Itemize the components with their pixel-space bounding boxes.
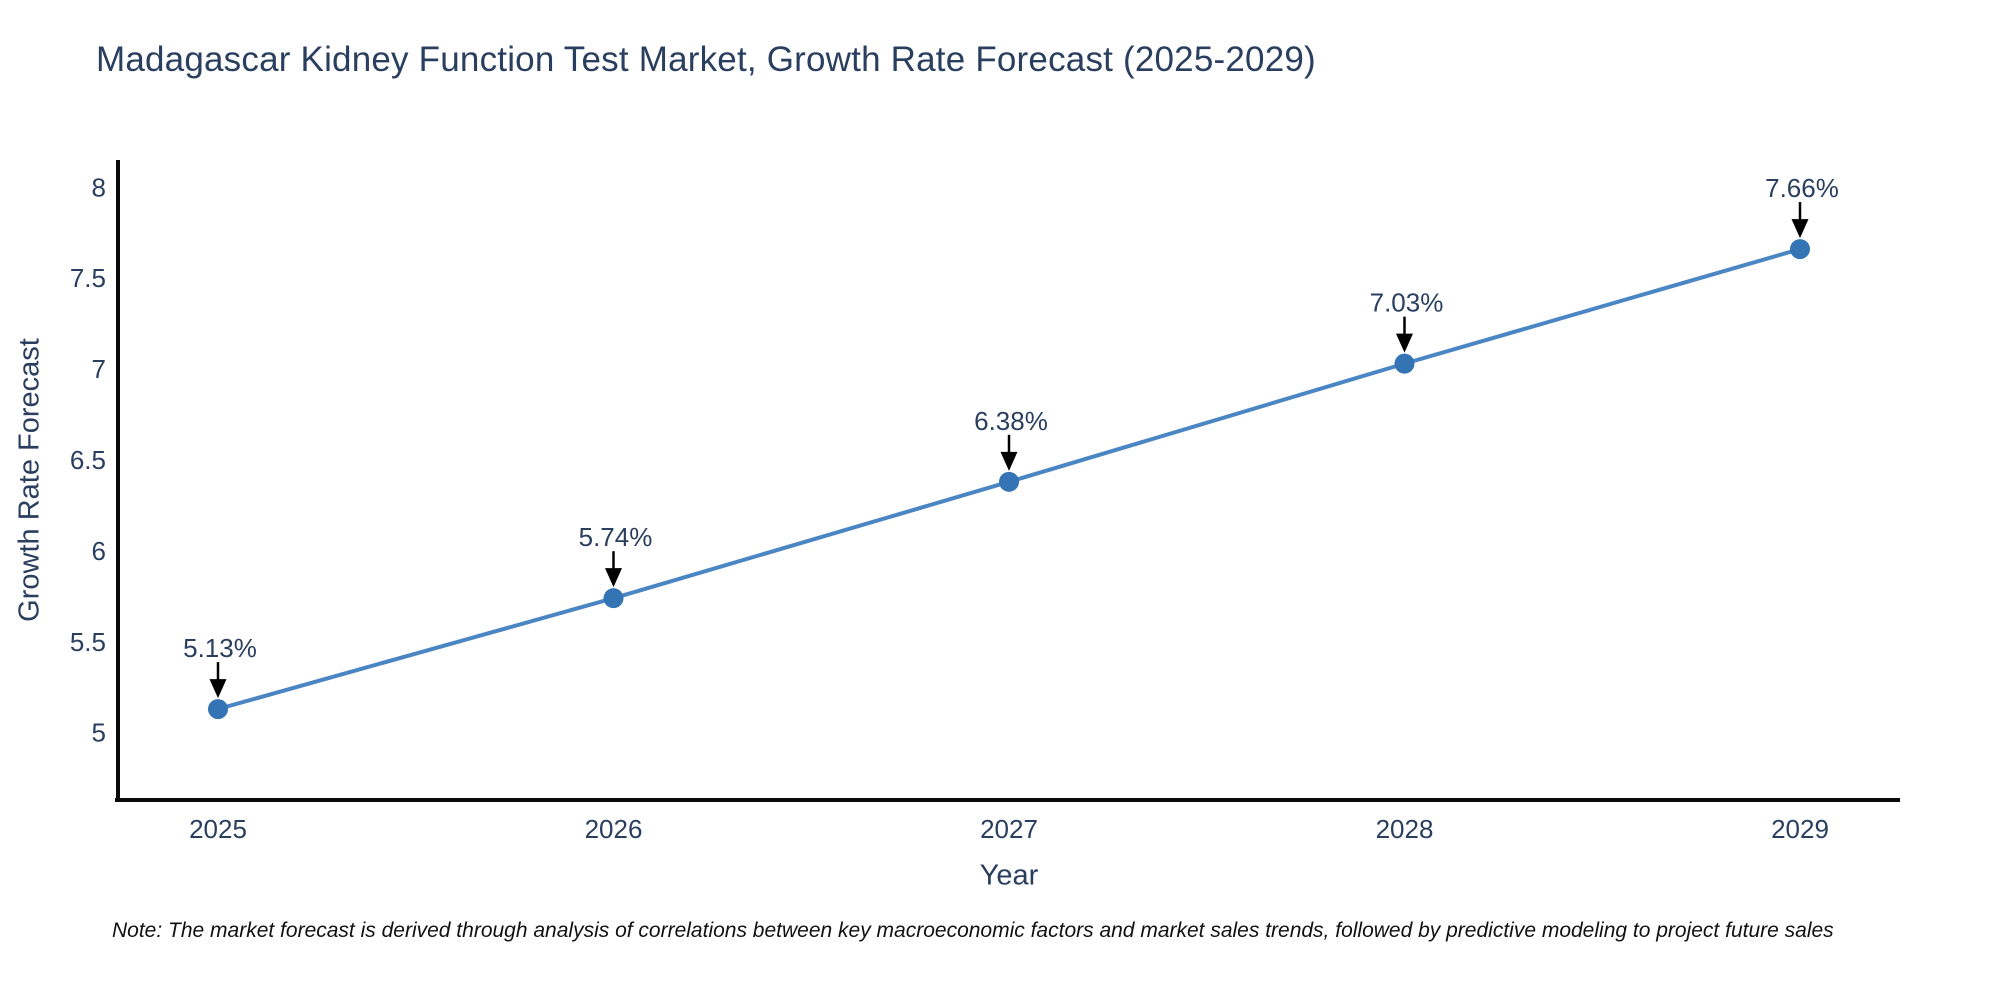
data-point-marker[interactable] [603,588,624,609]
x-tick-label: 2027 [980,814,1038,844]
x-tick-label: 2025 [189,814,247,844]
data-point-label: 6.38% [974,406,1048,436]
y-tick-label: 7.5 [70,263,106,293]
data-point-marker[interactable] [1790,239,1810,260]
x-tick-label: 2026 [585,814,643,844]
annotation-arrowhead-icon [1000,451,1018,471]
x-tick-label: 2029 [1771,814,1829,844]
chart-footnote: Note: The market forecast is derived thr… [112,919,1834,942]
data-point-label: 7.66% [1765,173,1839,203]
data-point-marker[interactable] [1394,353,1415,374]
y-tick-label: 5 [92,718,106,748]
data-point-label: 5.74% [579,522,653,552]
y-tick-label: 5.5 [70,627,106,657]
y-tick-label: 6.5 [70,445,106,475]
x-tick-label: 2028 [1376,814,1434,844]
y-tick-label: 6 [92,536,106,566]
annotation-arrowhead-icon [1396,333,1413,353]
data-point-marker[interactable] [999,471,1019,492]
y-tick-label: 8 [92,172,106,202]
data-point-label: 7.03% [1370,288,1444,318]
annotation-arrowhead-icon [1791,219,1809,239]
data-point-label: 5.13% [183,633,257,663]
chart-title: Madagascar Kidney Function Test Market, … [96,40,1316,79]
annotation-arrowhead-icon [209,679,227,699]
data-point-marker[interactable] [208,699,228,720]
annotation-arrowhead-icon [605,568,622,588]
y-tick-label: 7 [92,354,106,384]
x-axis-title: Year [979,859,1039,892]
